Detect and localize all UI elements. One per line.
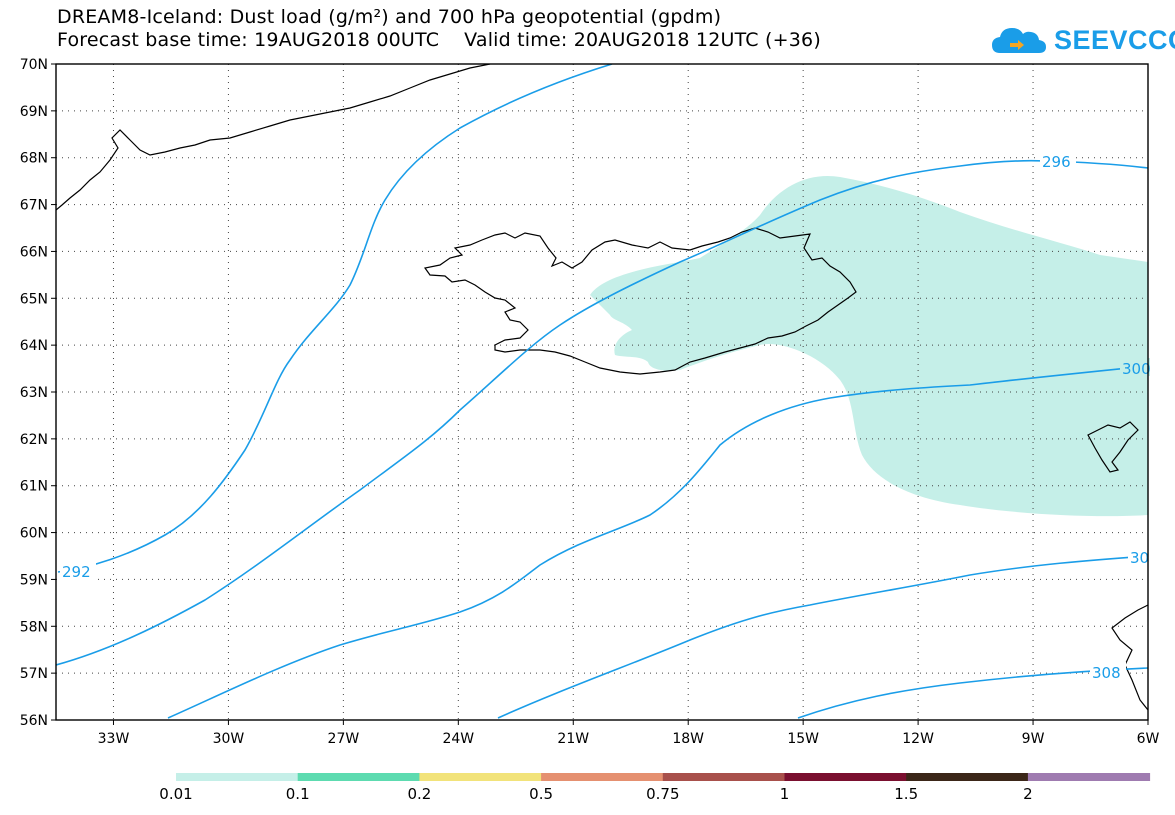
contour-label-308: 308 [1092, 664, 1121, 682]
lat-label: 58N [20, 619, 48, 635]
greenland-coastline [56, 64, 491, 211]
lon-label: 30W [213, 731, 245, 747]
colorbar [176, 773, 1151, 781]
colorbar-label: 0.01 [159, 785, 193, 803]
lon-label: 21W [557, 731, 589, 747]
contour-labels: 292 296 300 30 308 [60, 153, 1151, 682]
lon-label: 24W [442, 731, 474, 747]
contour-292 [57, 64, 613, 573]
contour-label-292: 292 [62, 563, 91, 581]
lat-label: 57N [20, 666, 48, 682]
contour-304 [497, 555, 1148, 719]
lat-label: 60N [20, 526, 48, 542]
iceland-coastline [423, 227, 857, 375]
colorbar-swatch [541, 773, 664, 781]
lat-label: 70N [20, 57, 48, 73]
contour-296 [56, 159, 1148, 666]
lat-label: 56N [20, 713, 48, 729]
lon-label: 27W [328, 731, 360, 747]
lon-label: 6W [1137, 731, 1160, 747]
colorbar-label: 2 [1023, 785, 1033, 803]
lat-label: 61N [20, 479, 48, 495]
colorbar-label: 0.2 [407, 785, 432, 803]
colorbar-label: 1.5 [894, 785, 919, 803]
dust-layer [590, 175, 1148, 517]
lat-label: 65N [20, 291, 48, 307]
colorbar-label: 1 [779, 785, 790, 803]
lat-lon-grid [56, 64, 1148, 720]
shetland-coastline [1111, 604, 1148, 711]
colorbar-label: 0.1 [285, 785, 310, 803]
colorbar-swatch [176, 773, 299, 781]
lon-label: 18W [672, 731, 704, 747]
colorbar-swatch [1027, 773, 1151, 781]
cloud-logo-icon [992, 28, 1046, 53]
lat-label: 68N [20, 151, 48, 167]
lat-label: 66N [20, 244, 48, 260]
contour-label-296: 296 [1042, 153, 1071, 171]
colorbar-swatch [906, 773, 1029, 781]
dust-plume [590, 175, 1148, 517]
forecast-times: Forecast base time: 19AUG2018 00UTC Vali… [57, 29, 821, 51]
contour-300 [167, 365, 1148, 719]
lat-label: 69N [20, 104, 48, 120]
map-title: DREAM8-Iceland: Dust load (g/m²) and 700… [57, 6, 722, 28]
logo-text: SEEVCCC [1054, 24, 1175, 55]
lat-label: 64N [20, 338, 48, 354]
lat-label: 63N [20, 385, 48, 401]
seevccc-logo: SEEVCCC [990, 22, 1175, 58]
lon-label: 15W [787, 731, 819, 747]
contour-308 [797, 667, 1148, 719]
colorbar-swatch [662, 773, 785, 781]
lon-label: 9W [1022, 731, 1045, 747]
longitude-labels: 33W 30W 27W 24W 21W 18W 15W 12W 9W 6W [98, 720, 1160, 747]
colorbar-swatch [297, 773, 420, 781]
lon-label: 33W [98, 731, 130, 747]
colorbar-label: 0.5 [529, 785, 554, 803]
lon-label: 12W [902, 731, 934, 747]
geopotential-contours [56, 64, 1148, 719]
lat-label: 67N [20, 198, 48, 214]
latitude-labels: 56N 57N 58N 59N 60N 61N 62N 63N 64N 65N 66N 67N 68N 6… [20, 57, 56, 729]
lat-label: 59N [20, 572, 48, 588]
colorbar-label: 0.75 [646, 785, 680, 803]
colorbar-swatch [784, 773, 907, 781]
colorbar-swatch [419, 773, 542, 781]
contour-label-304: 30 [1130, 549, 1149, 567]
lat-label: 62N [20, 432, 48, 448]
contour-label-300: 300 [1122, 360, 1151, 378]
faroe-islands-coastline [1087, 421, 1139, 473]
coastlines [56, 64, 1148, 711]
